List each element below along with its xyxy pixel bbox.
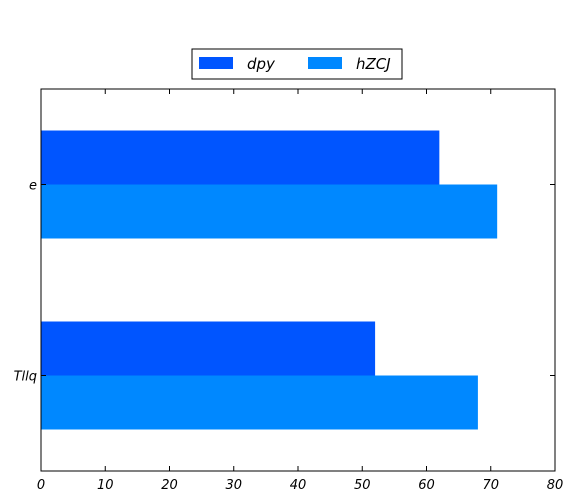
bar-dpy-e	[41, 130, 440, 185]
x-tick-label: 20	[161, 478, 178, 493]
bar-dpy-Tllq	[41, 321, 376, 376]
legend: dpy hZCJ	[191, 48, 403, 80]
y-tick-label: Tllq	[14, 370, 37, 385]
y-axis: e Tllq	[14, 179, 555, 385]
bar-hZCJ-e	[41, 184, 498, 239]
legend-swatch-dpy	[199, 57, 233, 69]
legend-swatch-hZCJ	[308, 57, 342, 69]
x-axis: 0 10 20 30 40 50 60 70 80	[37, 89, 563, 493]
legend-label-dpy: dpy	[247, 55, 276, 73]
x-tick-label: 70	[482, 478, 499, 493]
x-tick-label: 30	[225, 478, 242, 493]
x-tick-label: 40	[290, 478, 307, 493]
x-tick-label: 0	[37, 478, 45, 493]
x-tick-label: 60	[418, 478, 435, 493]
bar-hZCJ-Tllq	[41, 375, 478, 430]
x-tick-label: 10	[97, 478, 114, 493]
x-tick-label: 50	[354, 478, 371, 493]
x-tick-label: 80	[547, 478, 564, 493]
y-tick-label: e	[29, 179, 37, 194]
legend-label-hZCJ: hZCJ	[356, 55, 391, 73]
bars-group	[41, 130, 498, 430]
